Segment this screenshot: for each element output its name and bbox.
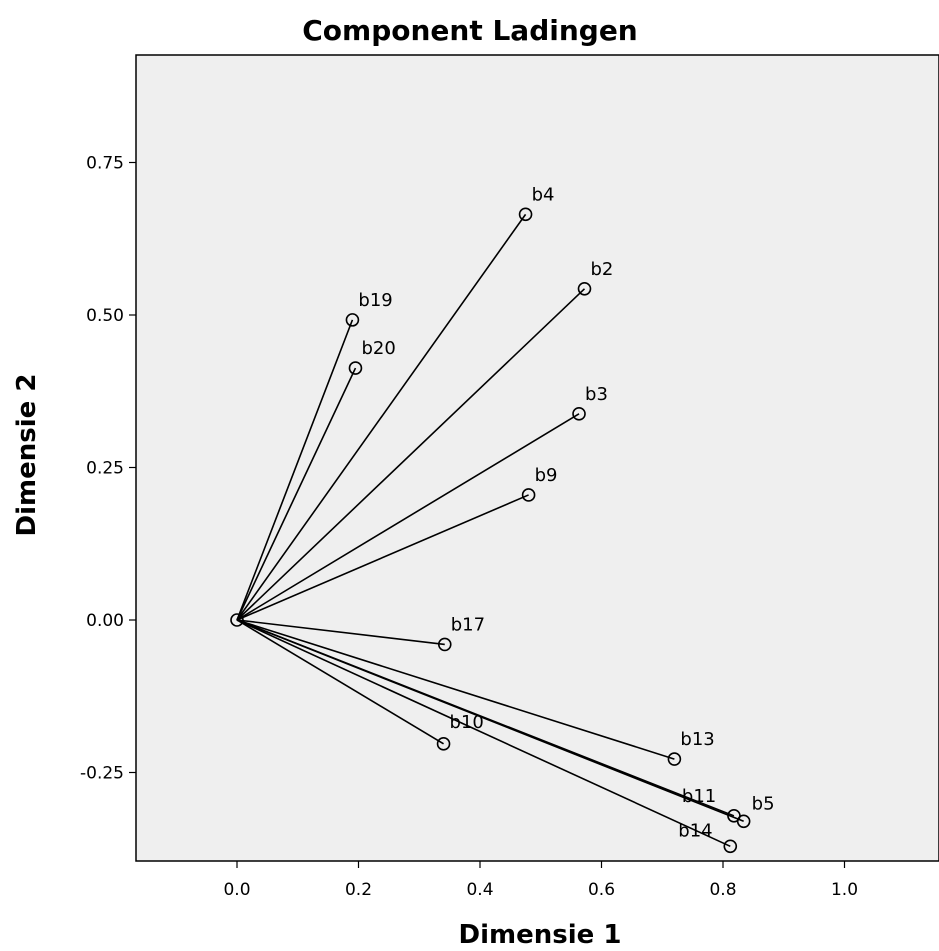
point-label-b4: b4 — [532, 184, 555, 205]
loading-vectors — [236, 213, 744, 848]
loading-point-b20 — [348, 361, 363, 375]
loading-vector-b10 — [236, 619, 444, 745]
point-label-b11: b11 — [682, 786, 716, 807]
x-tick-label: 1.0 — [831, 880, 858, 900]
point-label-b3: b3 — [585, 384, 608, 405]
loading-vector-b2 — [236, 288, 586, 621]
loading-point-b9 — [521, 488, 536, 502]
x-tick-label: 0.6 — [588, 880, 615, 900]
loading-point-b3 — [572, 407, 586, 421]
loading-point-b2 — [577, 281, 592, 296]
plot-area — [135, 54, 939, 862]
loading-points — [345, 207, 751, 854]
point-label-b17: b17 — [451, 614, 485, 635]
loading-point-b4 — [518, 207, 533, 222]
y-tick-label: 0.50 — [86, 306, 124, 326]
loading-point-b19 — [345, 313, 360, 327]
point-label-b9: b9 — [535, 465, 558, 486]
loading-vector-b3 — [236, 413, 580, 621]
loading-point-b5 — [736, 814, 751, 829]
loading-vector-b17 — [236, 619, 445, 646]
loading-vector-b20 — [236, 367, 357, 621]
loading-vector-b19 — [236, 319, 354, 621]
loading-point-b14 — [723, 839, 738, 854]
point-label-b10: b10 — [450, 712, 484, 733]
x-tick-label: 0.4 — [466, 880, 493, 900]
origin-marker — [230, 613, 244, 627]
x-axis-label: Dimensie 1 — [459, 920, 622, 950]
y-tick-label: 0.00 — [86, 611, 124, 631]
x-tick-label: 0.8 — [709, 880, 736, 900]
loading-vector-b5 — [236, 619, 744, 823]
point-label-b13: b13 — [680, 729, 714, 750]
loading-point-b10 — [436, 737, 451, 751]
x-tick-label: 0.0 — [223, 880, 250, 900]
loading-vector-b9 — [236, 494, 529, 621]
point-label-b5: b5 — [752, 793, 775, 814]
y-tick-label: -0.25 — [80, 764, 124, 784]
loading-vector-b14 — [236, 619, 731, 848]
point-label-b19: b19 — [358, 290, 392, 311]
loading-vector-b4 — [236, 213, 527, 621]
point-label-b2: b2 — [590, 259, 613, 280]
axis-ticks: 0.0 0.2 0.4 0.6 0.8 1.0 0.75 0.50 0.25 0.00 -0.25 — [80, 154, 858, 901]
x-tick-label: 0.2 — [345, 880, 372, 900]
point-label-b20: b20 — [361, 338, 395, 359]
chart-title: Component Ladingen — [302, 14, 638, 47]
y-tick-label: 0.25 — [86, 459, 124, 479]
loading-point-b13 — [667, 752, 682, 766]
y-tick-label: 0.75 — [86, 154, 124, 174]
point-label-b14: b14 — [678, 820, 712, 841]
loading-vector-b13 — [236, 619, 675, 760]
y-axis-label: Dimensie 2 — [12, 374, 42, 537]
point-labels: b4 b2 b19 b20 b3 b9 b17 b10 b13 b11 b5 b14 — [358, 184, 774, 841]
loading-point-b17 — [437, 637, 452, 652]
